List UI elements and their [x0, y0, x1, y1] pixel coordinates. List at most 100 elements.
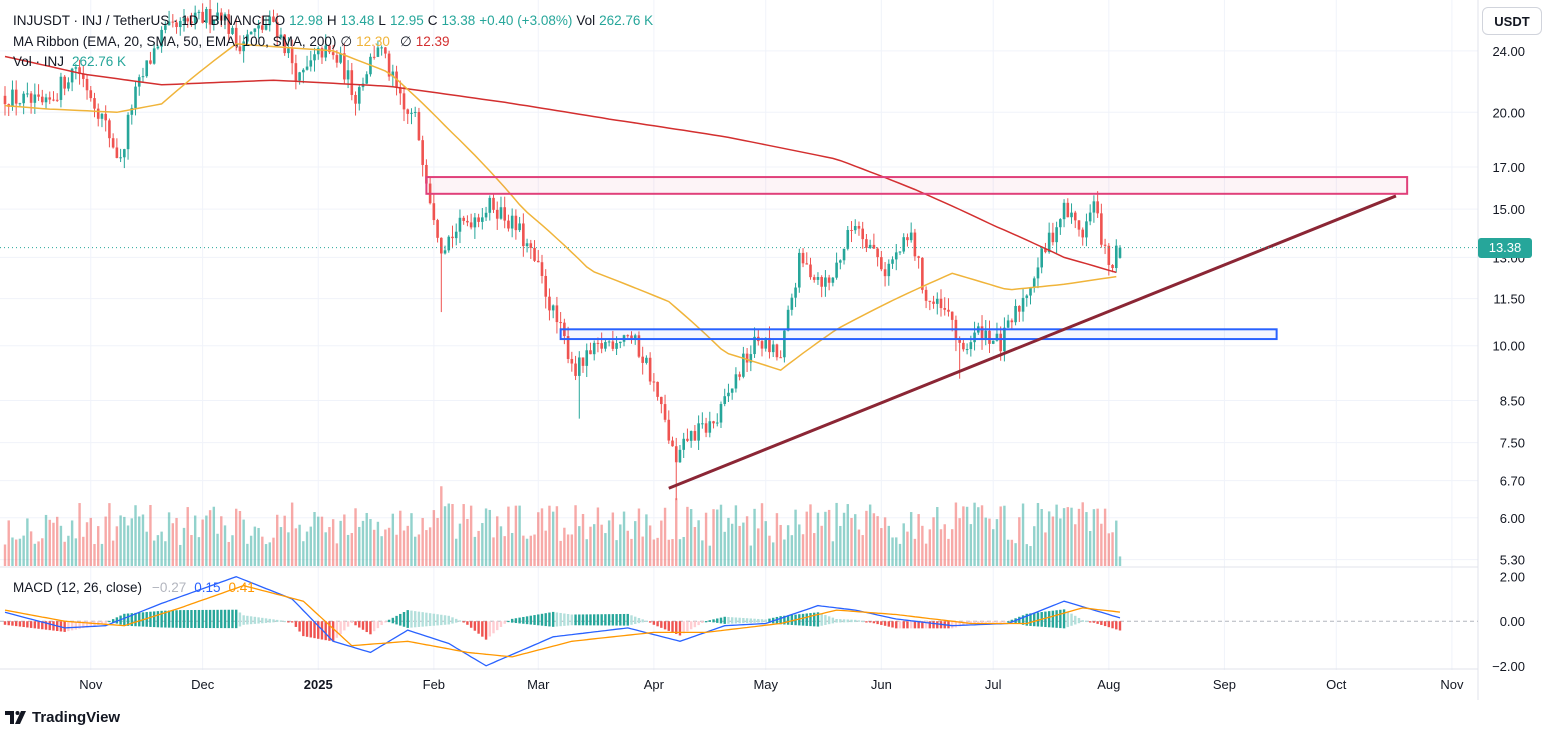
candle-body: [1096, 201, 1099, 214]
candle-body: [510, 215, 514, 229]
volume-bar: [716, 509, 719, 566]
candle-body: [231, 27, 234, 34]
volume-bar: [641, 536, 644, 566]
macd-histogram-bar: [7, 621, 10, 626]
volume-bar: [995, 519, 999, 566]
macd-histogram-bar: [74, 621, 78, 630]
volume-bar: [354, 508, 357, 566]
volume-bar: [242, 519, 245, 566]
tradingview-logo[interactable]: TradingView: [5, 709, 120, 726]
candle-body: [790, 297, 794, 310]
macd-histogram-bar: [805, 613, 808, 626]
candle-body: [939, 298, 943, 309]
volume-bar: [861, 535, 864, 566]
volume-bar: [1036, 502, 1040, 566]
macd-histogram-bar: [641, 619, 644, 623]
macd-histogram-bar: [399, 613, 402, 626]
symbol-legend[interactable]: INJUSDT · INJ / TetherUS · 1D · BINANCE O…: [13, 13, 657, 29]
volume-bar: [302, 541, 305, 566]
macd-histogram-bar: [272, 619, 275, 623]
volume-bar: [686, 506, 689, 566]
volume-legend[interactable]: Vol · INJ 262.76 K: [13, 54, 130, 70]
candle-body: [167, 21, 171, 26]
high-value: 13.48: [340, 13, 375, 28]
candle-body: [316, 48, 320, 55]
macd-histogram-bar: [108, 620, 111, 623]
volume-bar: [1085, 512, 1088, 566]
candle-body: [604, 342, 607, 349]
candle-body: [663, 404, 667, 420]
ema20-value: 12.30: [356, 34, 390, 49]
macd-histogram-bar: [1100, 621, 1103, 625]
volume-bar: [693, 527, 697, 566]
price-tick-label: 8.50: [1500, 393, 1525, 408]
volume-bar: [220, 516, 223, 566]
volume-bar: [909, 512, 913, 566]
candle-body: [302, 69, 305, 73]
macd-histogram-bar: [358, 621, 361, 628]
candle-body: [656, 381, 659, 397]
macd-histogram-bar: [507, 620, 510, 623]
candle-body: [1029, 287, 1032, 296]
ma-ribbon-label: MA Ribbon (EMA, 20, SMA, 50, EMA, 100, S…: [13, 34, 337, 49]
candle-body: [775, 344, 779, 358]
macd-histogram-bar: [1055, 610, 1058, 628]
volume-bar: [551, 511, 555, 566]
candle-body: [227, 14, 231, 34]
volume-bar: [1062, 508, 1066, 566]
close-label: C: [427, 13, 438, 28]
volume-bar: [171, 523, 175, 566]
ma-hidden-icon[interactable]: ∅: [340, 34, 353, 49]
volume-bar: [1006, 539, 1010, 566]
candle-body: [839, 260, 842, 263]
macd-histogram-bar: [734, 617, 738, 624]
candle-body: [55, 99, 59, 101]
candle-body: [447, 236, 451, 251]
open-label: O: [274, 13, 286, 28]
symbol-title[interactable]: INJUSDT · INJ / TetherUS · 1D · BINANCE: [13, 13, 271, 28]
volume-bar: [63, 541, 66, 566]
macd-histogram-bar: [1018, 616, 1021, 624]
macd-legend[interactable]: MACD (12, 26, close) −0.27 0.15 0.41: [13, 580, 259, 596]
candle-body: [660, 396, 663, 405]
volume-bar: [451, 504, 454, 566]
macd-histogram-bar: [544, 613, 547, 627]
candle-body: [257, 25, 260, 29]
volume-bar: [820, 525, 823, 566]
candle-body: [331, 52, 335, 56]
volume-bar: [783, 539, 786, 566]
volume-bar: [108, 503, 111, 566]
currency-button[interactable]: USDT: [1482, 7, 1542, 35]
price-tick-label: 24.00: [1492, 44, 1525, 59]
volume-bar: [264, 544, 268, 566]
macd-histogram-bar: [548, 612, 551, 627]
macd-histogram-bar: [290, 621, 294, 623]
macd-histogram-bar: [216, 609, 219, 629]
candle-body: [801, 252, 805, 264]
candle-body: [861, 228, 864, 240]
candle-body: [768, 337, 771, 353]
candle-body: [406, 109, 410, 114]
candle-body: [704, 423, 708, 433]
volume-bar: [619, 524, 622, 566]
macd-histogram-bar: [242, 615, 245, 625]
volume-bar: [130, 518, 133, 566]
candle-body: [171, 21, 175, 23]
candle-body: [216, 12, 219, 21]
volume-bar: [67, 535, 70, 566]
volume-bar: [868, 504, 872, 566]
macd-histogram-bar: [835, 619, 838, 623]
volume-bar: [7, 520, 10, 566]
candle-body: [74, 67, 78, 69]
macd-histogram-bar: [820, 613, 823, 626]
volume-bar: [268, 542, 271, 566]
volume-bar: [876, 516, 879, 566]
close-value: 13.38: [441, 13, 476, 28]
candle-body: [451, 236, 454, 239]
ma-hidden-icon[interactable]: ∅: [399, 34, 412, 49]
candle-body: [33, 94, 37, 103]
macd-histogram-bar: [992, 621, 995, 623]
ma-ribbon-legend[interactable]: MA Ribbon (EMA, 20, SMA, 50, EMA, 100, S…: [13, 34, 454, 50]
volume-bar: [179, 544, 182, 566]
